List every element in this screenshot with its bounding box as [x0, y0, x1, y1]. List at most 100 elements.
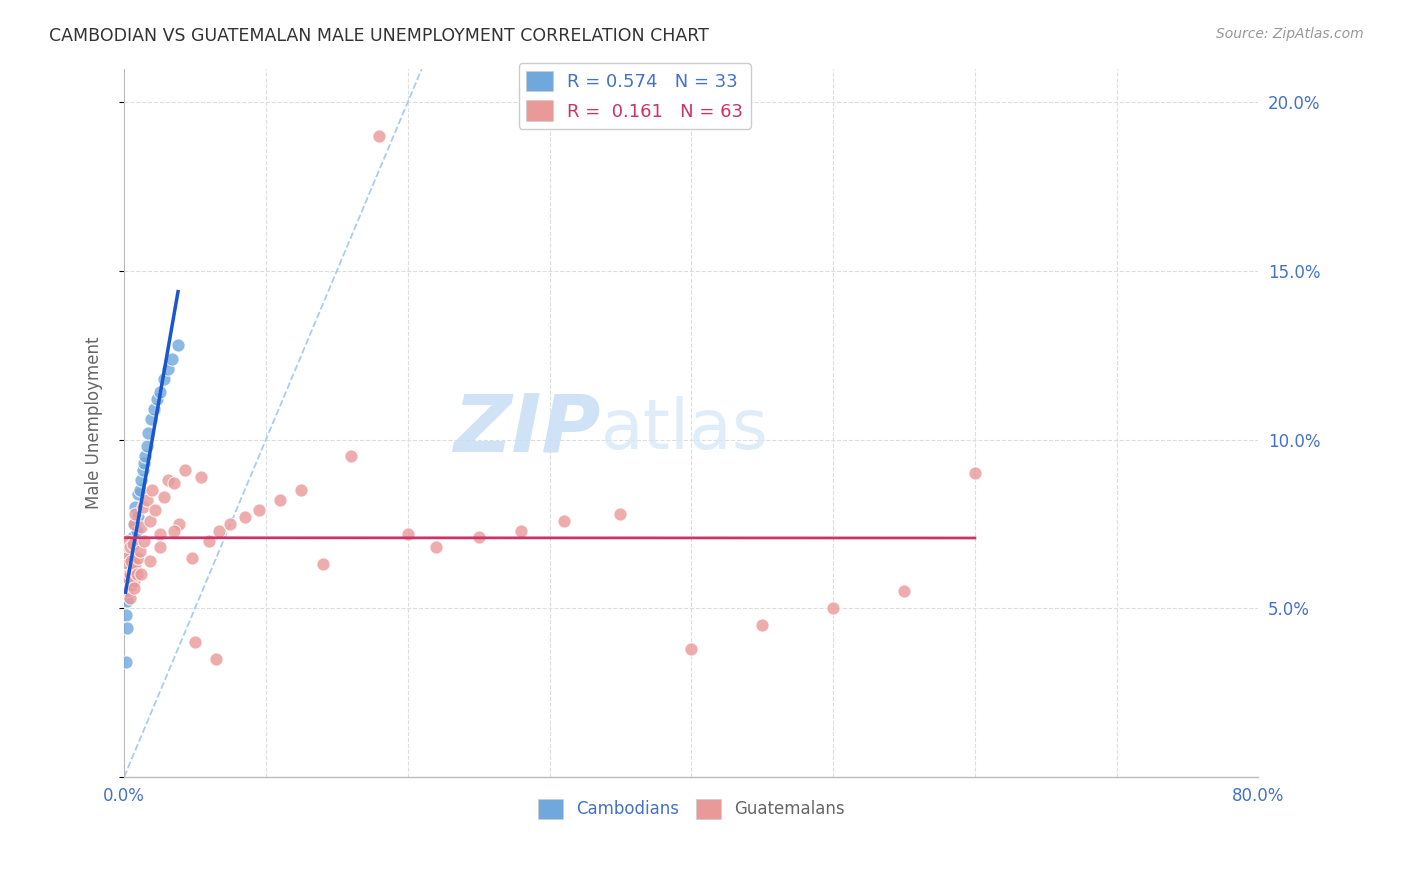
Point: [198, 533, 221, 548]
Legend: Cambodians, Guatemalans: Cambodians, Guatemalans: [531, 793, 852, 825]
Point: [132, 456, 155, 470]
Point: [184, 635, 207, 649]
Point: [115, 594, 138, 608]
Point: [127, 510, 149, 524]
Point: [115, 533, 138, 548]
Point: [121, 554, 143, 568]
Point: [122, 516, 145, 531]
Point: [138, 554, 160, 568]
Point: [553, 514, 575, 528]
Point: [149, 541, 172, 555]
Point: [118, 541, 141, 555]
Point: [124, 558, 146, 572]
Point: [233, 510, 256, 524]
Point: [122, 574, 145, 589]
Point: [145, 392, 167, 406]
Point: [121, 530, 143, 544]
Point: [128, 544, 150, 558]
Point: [467, 530, 489, 544]
Point: [149, 385, 172, 400]
Point: [963, 467, 986, 481]
Point: [117, 581, 139, 595]
Point: [124, 507, 146, 521]
Point: [162, 351, 184, 366]
Point: [129, 567, 152, 582]
Point: [128, 483, 150, 498]
Point: [163, 476, 186, 491]
Point: [125, 567, 148, 582]
Point: [181, 550, 204, 565]
Point: [114, 607, 136, 622]
Point: [205, 652, 228, 666]
Point: [115, 584, 138, 599]
Point: [153, 490, 176, 504]
Point: [269, 493, 291, 508]
Point: [167, 338, 190, 352]
Point: [114, 574, 136, 589]
Point: [120, 577, 142, 591]
Point: [121, 564, 143, 578]
Text: ZIP: ZIP: [453, 391, 600, 469]
Point: [117, 558, 139, 572]
Point: [510, 524, 533, 538]
Point: [139, 412, 162, 426]
Point: [120, 560, 142, 574]
Point: [118, 567, 141, 582]
Point: [124, 500, 146, 514]
Point: [609, 507, 631, 521]
Point: [247, 503, 270, 517]
Point: [208, 524, 231, 538]
Point: [114, 655, 136, 669]
Point: [120, 577, 142, 591]
Point: [142, 402, 165, 417]
Point: [141, 483, 163, 498]
Point: [174, 463, 197, 477]
Point: [153, 372, 176, 386]
Point: [157, 473, 180, 487]
Point: [121, 537, 143, 551]
Point: [143, 503, 166, 517]
Point: [118, 571, 141, 585]
Point: [138, 514, 160, 528]
Point: [132, 533, 155, 548]
Point: [136, 425, 159, 440]
Point: [125, 524, 148, 538]
Point: [127, 550, 149, 565]
Point: [169, 516, 191, 531]
Point: [149, 527, 172, 541]
Point: [120, 554, 142, 568]
Point: [135, 439, 157, 453]
Point: [157, 361, 180, 376]
Point: [893, 584, 915, 599]
Point: [117, 567, 139, 582]
Point: [122, 516, 145, 531]
Point: [219, 516, 242, 531]
Point: [127, 486, 149, 500]
Point: [163, 524, 186, 538]
Text: atlas: atlas: [600, 396, 769, 463]
Point: [396, 527, 419, 541]
Point: [340, 450, 363, 464]
Point: [135, 493, 157, 508]
Point: [751, 618, 773, 632]
Point: [190, 469, 212, 483]
Point: [118, 550, 141, 565]
Point: [681, 641, 703, 656]
Point: [117, 571, 139, 585]
Text: Source: ZipAtlas.com: Source: ZipAtlas.com: [1216, 27, 1364, 41]
Point: [114, 550, 136, 565]
Point: [134, 450, 156, 464]
Point: [425, 541, 447, 555]
Point: [122, 581, 145, 595]
Point: [118, 591, 141, 606]
Point: [115, 622, 138, 636]
Point: [129, 520, 152, 534]
Point: [368, 128, 391, 143]
Point: [131, 463, 153, 477]
Point: [311, 558, 333, 572]
Point: [122, 537, 145, 551]
Point: [823, 601, 845, 615]
Point: [129, 473, 152, 487]
Point: [290, 483, 312, 498]
Text: CAMBODIAN VS GUATEMALAN MALE UNEMPLOYMENT CORRELATION CHART: CAMBODIAN VS GUATEMALAN MALE UNEMPLOYMEN…: [49, 27, 709, 45]
